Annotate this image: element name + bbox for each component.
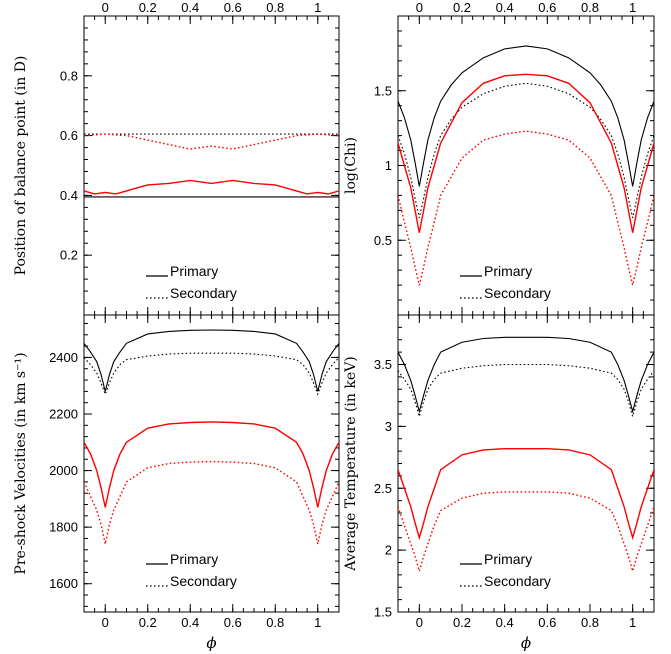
panel-bottom-left-xtick-label: 0.6 xyxy=(224,615,242,630)
panel-bottom-right-xtick-label: 0.6 xyxy=(538,615,556,630)
panel-bottom-right-xtick-label: 0.2 xyxy=(453,615,471,630)
panel-bottom-left-series-red-primary xyxy=(84,421,339,508)
panel-top-right-legend-primary: Primary xyxy=(484,263,532,279)
panel-bottom-left-ylabel: Pre-shock Velocities (in km s⁻¹) xyxy=(13,352,29,574)
panel-bottom-left-xtick-label: 0.2 xyxy=(139,615,157,630)
panel-bottom-left-ytick-label: 1600 xyxy=(49,576,78,591)
panel-top-right-xtick-label: 0.4 xyxy=(496,0,514,15)
panel-bottom-left-frame xyxy=(83,314,340,613)
panel-top-left-xtick-label: 0.8 xyxy=(266,0,284,15)
panel-top-right-series-black-primary xyxy=(398,45,654,187)
panel-bottom-left-ytick-label: 2200 xyxy=(49,407,78,422)
panel-bottom-left-xlabel: ϕ xyxy=(206,634,216,652)
panel-top-right-xtick-label: 0.6 xyxy=(538,0,556,15)
panel-bottom-right-series-black-primary xyxy=(398,336,654,414)
panel-bottom-right-series-red-primary xyxy=(398,447,654,541)
panel-bottom-right-xtick-label: 0.4 xyxy=(496,615,514,630)
panel-top-left-series-red-primary xyxy=(84,179,339,195)
panel-top-left-legend-secondary: Secondary xyxy=(170,285,237,301)
panel-top-right-ytick-label: 0.5 xyxy=(374,233,392,248)
panel-top-left-ylabel: Position of balance point (in D) xyxy=(13,56,29,276)
panel-bottom-left-ytick-label: 2000 xyxy=(49,463,78,478)
panel-top-left-xtick-label: 0.6 xyxy=(224,0,242,15)
panel-bottom-left-ytick-label: 2400 xyxy=(49,350,78,365)
panel-bottom-right-xtick-label: 0 xyxy=(416,615,423,630)
panel-top-right-legend-secondary: Secondary xyxy=(484,285,551,301)
panel-top-right-series-red-primary xyxy=(398,73,654,233)
panel-top-left-xtick-label: 1 xyxy=(314,0,321,15)
panel-bottom-right-xtick-label: 1 xyxy=(629,615,636,630)
panel-top-right-ytick-label: 1 xyxy=(385,158,392,173)
panel-top-right-xtick-label: 0.2 xyxy=(453,0,471,15)
panel-top-left-xtick-label: 0.4 xyxy=(181,0,199,15)
panel-bottom-left-legend-primary: Primary xyxy=(170,551,218,567)
panel-top-left-xtick-label: 0 xyxy=(102,0,109,15)
panel-bottom-right-legend-primary: Primary xyxy=(484,551,532,567)
panel-top-left-ytick-label: 0.6 xyxy=(60,128,78,143)
panel-top-right-xtick-label: 0.8 xyxy=(581,0,599,15)
panel-bottom-right-ytick-label: 3.5 xyxy=(374,357,392,372)
panel-bottom-left-series-black-secondary xyxy=(84,352,339,396)
panel-bottom-right-xlabel: ϕ xyxy=(521,634,531,652)
panel-bottom-right-ytick-label: 1.5 xyxy=(374,605,392,620)
panel-top-right-xtick-label: 1 xyxy=(629,0,636,15)
panel-bottom-left-legend-secondary: Secondary xyxy=(170,573,237,589)
panel-top-left-legend-primary: Primary xyxy=(170,263,218,279)
panel-top-left-xtick-label: 0.2 xyxy=(139,0,157,15)
panel-bottom-left-xtick-label: 0.4 xyxy=(181,615,199,630)
panel-bottom-right-series-red-secondary xyxy=(398,491,654,574)
panel-bottom-left-xtick-label: 0 xyxy=(102,615,109,630)
panel-top-right-ylabel: log(Chi) xyxy=(343,137,359,194)
panel-bottom-left-series-red-secondary xyxy=(84,460,339,545)
panel-top-right-series-red-secondary xyxy=(398,130,654,286)
panel-top-left-ytick-label: 0.8 xyxy=(60,68,78,83)
panel-top-left-series-red-secondary xyxy=(84,133,339,150)
panel-bottom-left-xtick-label: 0.8 xyxy=(266,615,284,630)
panel-top-right-xtick-label: 0 xyxy=(416,0,423,15)
panel-top-right-ytick-label: 1.5 xyxy=(374,83,392,98)
panel-bottom-right-ytick-label: 3 xyxy=(385,419,392,434)
panel-top-left-ytick-label: 0.2 xyxy=(60,248,78,263)
panel-top-right-series-black-secondary xyxy=(398,82,654,218)
panel-bottom-left-xtick-label: 1 xyxy=(314,615,321,630)
panel-bottom-right-legend-secondary: Secondary xyxy=(484,573,551,589)
panel-top-left-ytick-label: 0.4 xyxy=(60,188,78,203)
panel-bottom-left-series-black-primary xyxy=(84,329,339,392)
panel-bottom-left-ytick-label: 1800 xyxy=(49,520,78,535)
panel-bottom-right-xtick-label: 0.8 xyxy=(581,615,599,630)
panel-bottom-right-series-black-secondary xyxy=(398,363,654,419)
panel-bottom-right-ytick-label: 2 xyxy=(385,543,392,558)
panel-bottom-right-ytick-label: 2.5 xyxy=(374,481,392,496)
panel-bottom-right-ylabel: Average Temperature (in keV) xyxy=(343,356,359,571)
